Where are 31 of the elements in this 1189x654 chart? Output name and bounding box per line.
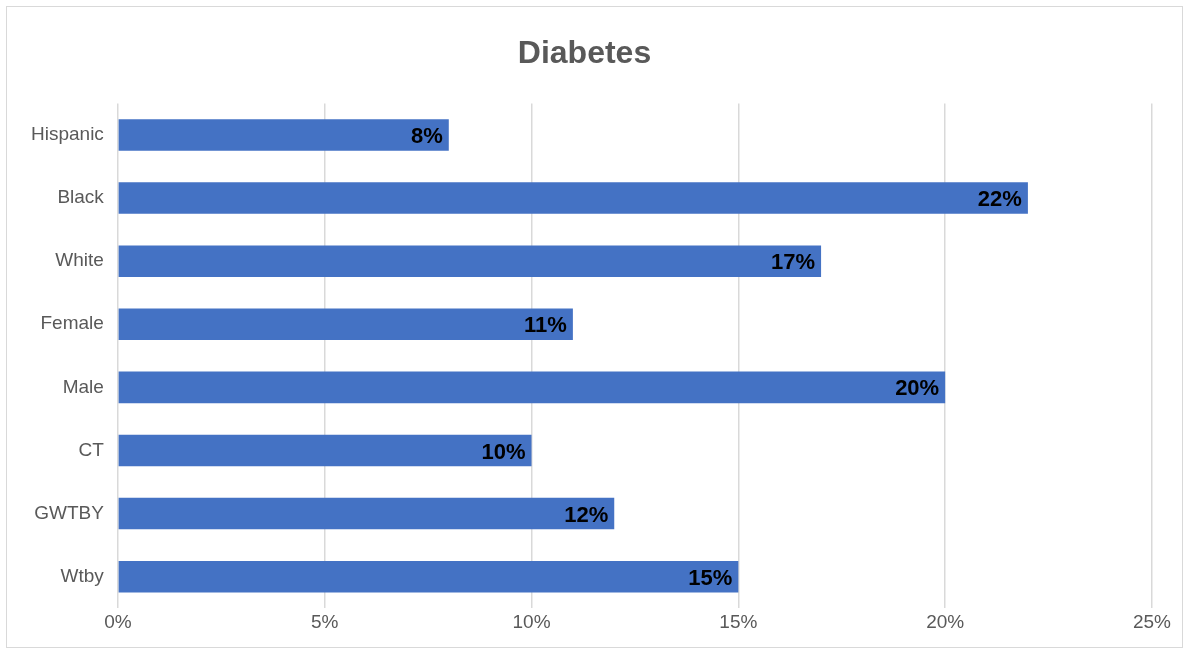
y-tick-label: Wtby (60, 564, 105, 586)
x-tick-label: 25% (1132, 610, 1172, 632)
x-tick-label: 10% (512, 610, 551, 632)
y-tick-label: Black (57, 186, 105, 208)
y-tick-label: CT (78, 438, 105, 460)
data-label: 11% (524, 312, 567, 338)
x-tick-label: 0% (104, 610, 132, 632)
y-tick-label: Male (62, 375, 104, 397)
data-label: 15% (688, 564, 733, 590)
y-tick-label: GWTBY (34, 501, 105, 523)
bar (118, 497, 615, 530)
bar (118, 119, 449, 151)
data-label: 17% (771, 249, 816, 275)
x-tick-label: 5% (310, 610, 339, 632)
bar (118, 182, 1028, 214)
data-label: 8% (410, 123, 443, 149)
data-label: 20% (895, 375, 940, 401)
data-label: 22% (977, 186, 1022, 212)
bar (118, 245, 822, 277)
bar (118, 371, 946, 404)
bar (118, 560, 739, 593)
chart-title: Diabetes (517, 34, 652, 71)
data-label: 10% (481, 438, 526, 464)
y-tick-label: Female (40, 312, 104, 334)
x-tick-label: 15% (719, 610, 758, 632)
bar (118, 434, 532, 467)
data-label: 12% (564, 501, 609, 527)
x-tick-label: 20% (926, 610, 965, 632)
y-tick-label: Hispanic (30, 123, 104, 145)
bar (118, 308, 573, 341)
y-tick-label: White (55, 249, 104, 271)
